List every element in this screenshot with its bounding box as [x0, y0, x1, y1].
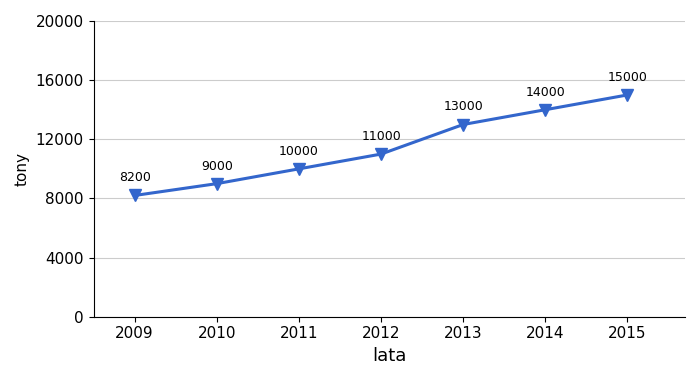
Text: 11000: 11000 — [361, 130, 401, 143]
Text: 9000: 9000 — [201, 160, 232, 173]
X-axis label: lata: lata — [372, 347, 407, 365]
Y-axis label: tony: tony — [15, 152, 30, 186]
Text: 13000: 13000 — [443, 100, 483, 113]
Text: 14000: 14000 — [526, 86, 565, 98]
Text: 10000: 10000 — [279, 145, 318, 158]
Text: 15000: 15000 — [608, 71, 648, 84]
Text: 8200: 8200 — [119, 171, 150, 184]
